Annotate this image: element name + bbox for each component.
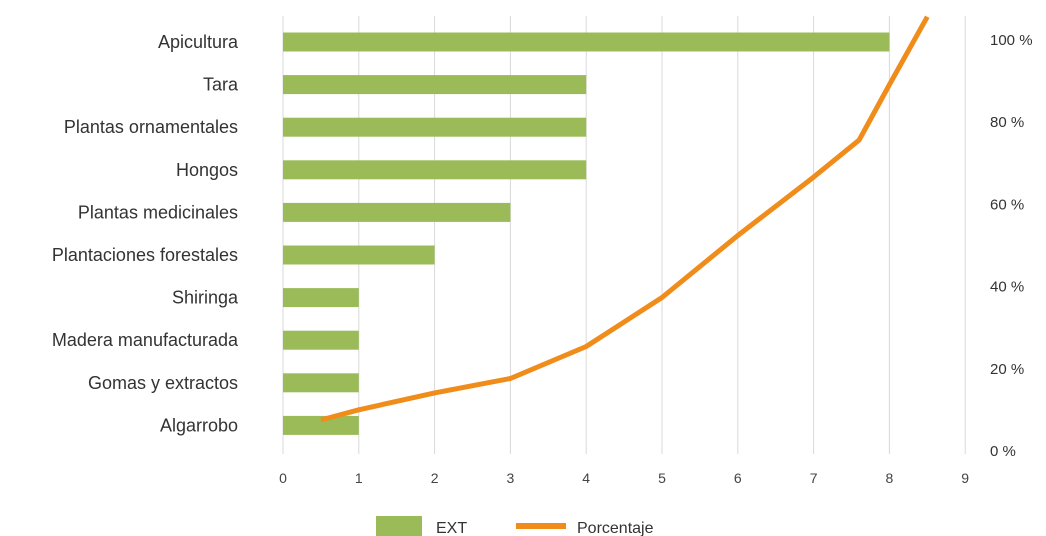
category-label: Plantas medicinales bbox=[78, 202, 238, 222]
x-tick-label: 0 bbox=[279, 470, 287, 486]
line-series-porcentaje bbox=[320, 15, 930, 423]
x-tick-label: 7 bbox=[810, 470, 818, 486]
bar-8 bbox=[283, 373, 359, 393]
bar-7 bbox=[283, 330, 359, 350]
x-tick-label: 4 bbox=[582, 470, 590, 486]
secondary-y-axis-ticks: 0 % 20 % 40 % 60 % 80 % 100 % bbox=[990, 32, 1033, 460]
category-label: Shiringa bbox=[172, 288, 239, 308]
x-tick-label: 9 bbox=[961, 470, 969, 486]
x-tick-label: 1 bbox=[355, 470, 363, 486]
category-label: Plantaciones forestales bbox=[52, 245, 238, 265]
secondary-y-tick-label: 40 % bbox=[990, 279, 1024, 296]
bar-3 bbox=[283, 160, 587, 180]
x-tick-label: 8 bbox=[886, 470, 894, 486]
secondary-y-tick-label: 20 % bbox=[990, 361, 1024, 378]
bar-series-ext bbox=[283, 32, 890, 435]
x-tick-label: 3 bbox=[507, 470, 515, 486]
bar-4 bbox=[283, 202, 511, 222]
bar-2 bbox=[283, 117, 587, 137]
x-tick-label: 5 bbox=[658, 470, 666, 486]
x-tick-label: 2 bbox=[431, 470, 439, 486]
x-axis-ticks: 0 1 2 3 4 5 6 7 8 9 bbox=[279, 470, 969, 486]
bar-6 bbox=[283, 288, 359, 308]
category-label: Madera manufacturada bbox=[52, 330, 239, 350]
x-tick-label: 6 bbox=[734, 470, 742, 486]
secondary-y-tick-label: 60 % bbox=[990, 196, 1024, 213]
legend-swatch-ext bbox=[376, 516, 422, 536]
category-label: Plantas ornamentales bbox=[64, 117, 238, 137]
secondary-y-tick-label: 100 % bbox=[990, 32, 1033, 49]
secondary-y-tick-label: 0 % bbox=[990, 443, 1016, 460]
legend-label-ext: EXT bbox=[436, 520, 467, 536]
category-label: Hongos bbox=[176, 160, 238, 180]
bar-1 bbox=[283, 75, 587, 95]
porcentaje-line bbox=[320, 15, 930, 423]
bar-5 bbox=[283, 245, 435, 265]
legend-label-porcentaje: Porcentaje bbox=[577, 520, 654, 536]
category-label: Algarrobo bbox=[160, 415, 238, 435]
category-labels: Apicultura Tara Plantas ornamentales Hongos… bbox=[52, 32, 239, 435]
bar-9 bbox=[283, 415, 359, 435]
secondary-y-tick-label: 80 % bbox=[990, 114, 1024, 131]
bar-0 bbox=[283, 32, 890, 52]
category-label: Tara bbox=[203, 75, 239, 95]
category-label: Apicultura bbox=[158, 32, 239, 52]
category-label: Gomas y extractos bbox=[88, 373, 238, 393]
legend: EXT Porcentaje bbox=[376, 516, 654, 536]
